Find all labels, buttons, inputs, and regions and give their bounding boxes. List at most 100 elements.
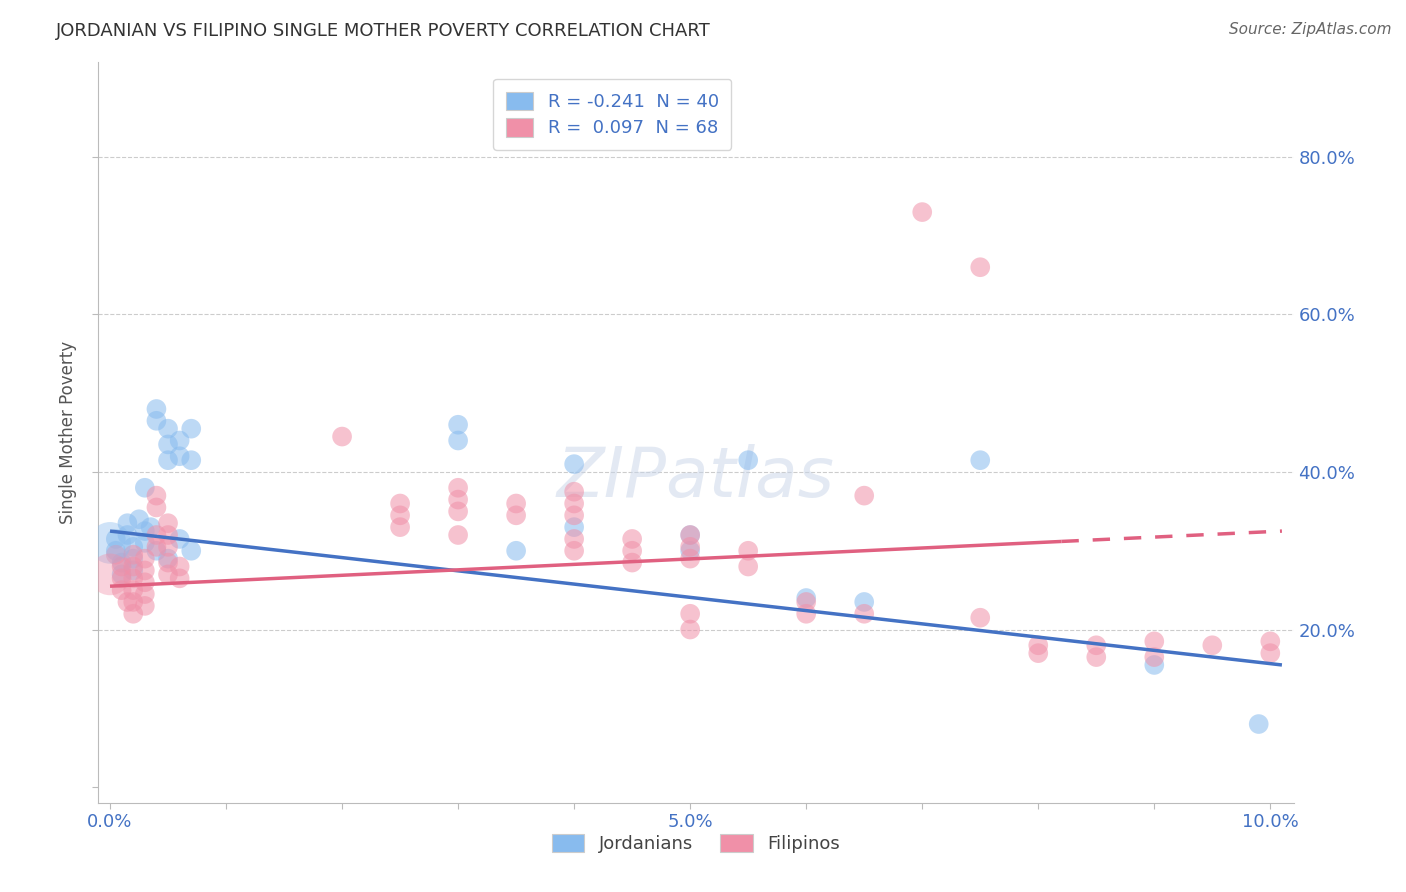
Point [134, 551, 156, 566]
Point [169, 559, 191, 574]
Point [134, 564, 156, 578]
Point [122, 607, 145, 621]
Point [122, 571, 145, 585]
Point [1143, 650, 1166, 665]
Point [134, 481, 156, 495]
Point [98, 536, 121, 550]
Point [621, 543, 644, 558]
Point [1258, 646, 1281, 660]
Point [104, 543, 127, 558]
Point [621, 532, 644, 546]
Point [104, 532, 127, 546]
Point [122, 548, 145, 562]
Point [157, 437, 180, 451]
Point [157, 540, 180, 554]
Text: JORDANIAN VS FILIPINO SINGLE MOTHER POVERTY CORRELATION CHART: JORDANIAN VS FILIPINO SINGLE MOTHER POVE… [56, 22, 711, 40]
Text: ZIPatlas: ZIPatlas [557, 443, 835, 510]
Point [169, 434, 191, 448]
Point [128, 512, 150, 526]
Point [134, 599, 156, 613]
Point [145, 489, 167, 503]
Point [157, 422, 180, 436]
Point [180, 453, 202, 467]
Point [111, 583, 134, 598]
Point [157, 556, 180, 570]
Point [145, 402, 167, 417]
Point [98, 567, 121, 582]
Point [562, 520, 585, 534]
Point [1201, 638, 1223, 652]
Point [679, 543, 702, 558]
Point [180, 543, 202, 558]
Point [679, 528, 702, 542]
Point [1143, 657, 1166, 672]
Point [562, 457, 585, 471]
Point [169, 571, 191, 585]
Point [145, 528, 167, 542]
Point [969, 453, 991, 467]
Point [562, 543, 585, 558]
Point [562, 508, 585, 523]
Point [679, 528, 702, 542]
Point [679, 551, 702, 566]
Point [145, 540, 167, 554]
Point [737, 453, 759, 467]
Point [447, 481, 470, 495]
Point [139, 520, 162, 534]
Point [122, 595, 145, 609]
Point [1143, 634, 1166, 648]
Point [122, 551, 145, 566]
Point [447, 492, 470, 507]
Point [157, 551, 180, 566]
Point [562, 532, 585, 546]
Point [389, 496, 412, 510]
Text: Source: ZipAtlas.com: Source: ZipAtlas.com [1229, 22, 1392, 37]
Point [389, 508, 412, 523]
Point [1247, 717, 1270, 731]
Point [122, 583, 145, 598]
Legend: Jordanians, Filipinos: Jordanians, Filipinos [544, 827, 848, 861]
Point [853, 489, 876, 503]
Point [134, 587, 156, 601]
Point [145, 414, 167, 428]
Point [853, 607, 876, 621]
Point [621, 556, 644, 570]
Point [145, 500, 167, 515]
Point [969, 260, 991, 275]
Point [111, 556, 134, 570]
Point [969, 610, 991, 624]
Point [794, 607, 817, 621]
Point [794, 591, 817, 605]
Point [447, 528, 470, 542]
Point [505, 508, 527, 523]
Point [122, 540, 145, 554]
Point [169, 449, 191, 463]
Point [447, 417, 470, 432]
Point [180, 422, 202, 436]
Point [117, 528, 139, 542]
Point [111, 559, 134, 574]
Point [111, 567, 134, 582]
Point [505, 543, 527, 558]
Point [562, 484, 585, 499]
Point [1085, 650, 1108, 665]
Point [157, 567, 180, 582]
Point [679, 540, 702, 554]
Point [111, 571, 134, 585]
Point [169, 532, 191, 546]
Point [122, 564, 145, 578]
Point [1085, 638, 1108, 652]
Point [853, 595, 876, 609]
Point [1026, 646, 1049, 660]
Point [737, 559, 759, 574]
Point [157, 516, 180, 531]
Point [911, 205, 934, 219]
Point [447, 434, 470, 448]
Y-axis label: Single Mother Poverty: Single Mother Poverty [59, 341, 77, 524]
Point [505, 496, 527, 510]
Point [122, 559, 145, 574]
Point [117, 595, 139, 609]
Point [157, 453, 180, 467]
Point [737, 543, 759, 558]
Point [562, 496, 585, 510]
